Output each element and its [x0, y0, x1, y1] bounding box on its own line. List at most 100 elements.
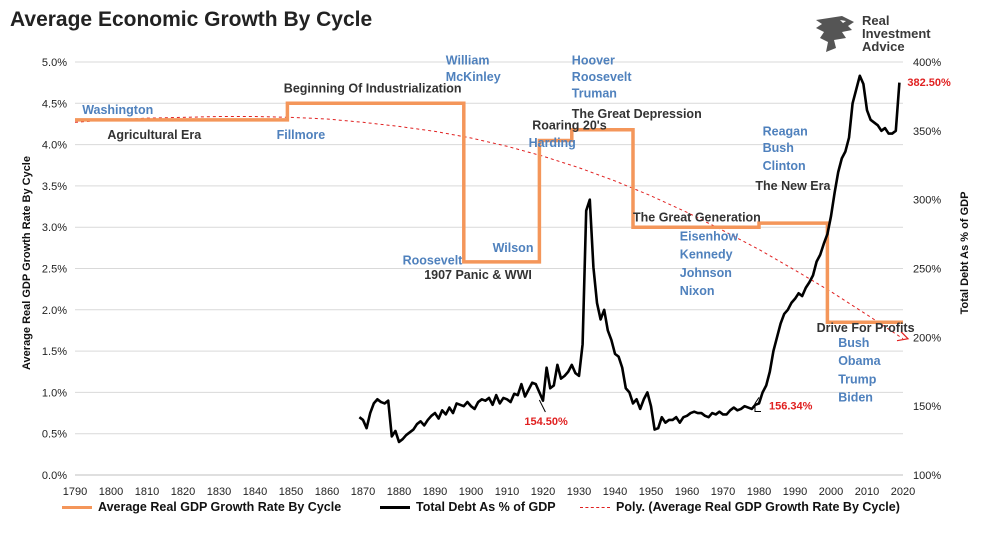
- x-tick-label: 1940: [603, 486, 627, 498]
- real-investment-advice-logo: Real Investment Advice: [812, 12, 952, 56]
- gridlines: [75, 61, 903, 476]
- left-tick-label: 3.5%: [42, 181, 67, 193]
- x-tick-label: 1990: [783, 486, 807, 498]
- right-tick-label: 350%: [913, 126, 941, 138]
- legend-swatch-growth: [62, 505, 92, 509]
- debt-point-label: 382.50%: [907, 77, 951, 89]
- president-label: Hoover: [572, 53, 615, 67]
- right-axis-ticks: 100% 150% 200% 250% 300% 350% 400%: [913, 57, 941, 482]
- annotations: 154.50% 156.34% 382.50% Washington Agricultu…: [82, 53, 951, 427]
- x-tick-label: 1870: [351, 486, 375, 498]
- era-label: 1907 Panic & WWI: [424, 268, 532, 282]
- legend-label: Total Debt As % of GDP: [416, 500, 556, 514]
- president-label: McKinley: [446, 70, 501, 84]
- era-label: Beginning Of Industrialization: [284, 82, 462, 96]
- x-tick-label: 1850: [279, 486, 303, 498]
- president-label: Washington: [82, 103, 153, 117]
- president-label: Roosevelt: [403, 253, 464, 267]
- legend-item-debt: Total Debt As % of GDP: [380, 500, 556, 514]
- president-label: Fillmore: [277, 128, 326, 142]
- president-label: Truman: [572, 87, 617, 101]
- x-tick-label: 1830: [207, 486, 231, 498]
- x-tick-label: 1930: [567, 486, 591, 498]
- era-label: Drive For Profits: [817, 321, 915, 335]
- point-label-leader: [538, 399, 546, 413]
- x-tick-label: 1880: [387, 486, 411, 498]
- trend-arrow-icon: [896, 331, 910, 342]
- left-tick-label: 4.5%: [42, 98, 67, 110]
- president-label: Reagan: [763, 125, 808, 139]
- eagle-logo-icon: [816, 16, 854, 52]
- president-label: Clinton: [763, 159, 806, 173]
- x-tick-label: 2000: [819, 486, 843, 498]
- left-tick-label: 2.5%: [42, 264, 67, 276]
- president-label: Roosevelt: [572, 70, 633, 84]
- point-label-leader: [754, 397, 761, 412]
- president-label: Bush: [838, 336, 869, 350]
- president-label: Obama: [838, 354, 881, 368]
- left-tick-label: 3.0%: [42, 222, 67, 234]
- president-label: Harding: [529, 136, 576, 150]
- x-tick-label: 1890: [423, 486, 447, 498]
- trend-line: [74, 116, 904, 340]
- chart-title: Average Economic Growth By Cycle: [10, 8, 373, 31]
- president-label: Nixon: [680, 284, 715, 298]
- x-tick-label: 1810: [135, 486, 159, 498]
- left-tick-label: 0.0%: [42, 470, 67, 482]
- left-tick-label: 1.0%: [42, 387, 67, 399]
- president-label: Eisenhow: [680, 229, 739, 243]
- legend-swatch-debt: [380, 505, 410, 509]
- era-label: Roaring 20's: [532, 119, 607, 133]
- right-tick-label: 400%: [913, 57, 941, 69]
- president-label: Johnson: [680, 266, 732, 280]
- era-label: The Great Depression: [572, 107, 702, 121]
- era-label: The New Era: [755, 179, 831, 193]
- legend-label: Poly. (Average Real GDP Growth Rate By C…: [616, 500, 900, 514]
- x-tick-label: 2010: [855, 486, 879, 498]
- president-label: Trump: [838, 372, 877, 386]
- left-tick-label: 0.5%: [42, 429, 67, 441]
- era-label: Agricultural Era: [107, 128, 202, 142]
- right-axis-title: Total Debt As % of GDP: [959, 192, 971, 315]
- era-label: The Great Generation: [633, 210, 761, 224]
- x-tick-label: 1980: [747, 486, 771, 498]
- left-tick-label: 4.0%: [42, 140, 67, 152]
- president-label: Wilson: [493, 241, 534, 255]
- legend-swatch-trend: [580, 506, 610, 508]
- president-label: William: [446, 53, 490, 67]
- logo-line: Advice: [862, 39, 905, 54]
- x-tick-label: 1960: [675, 486, 699, 498]
- debt-line: [358, 74, 901, 444]
- x-tick-label: 1900: [459, 486, 483, 498]
- left-axis-ticks: 0.0% 0.5% 1.0% 1.5% 2.0% 2.5% 3.0% 3.5% 4.0% 4.5%…: [42, 57, 67, 482]
- debt-point-label: 156.34%: [769, 400, 813, 412]
- left-tick-label: 1.5%: [42, 346, 67, 358]
- x-tick-label: 1910: [495, 486, 519, 498]
- x-tick-label: 1800: [99, 486, 123, 498]
- legend-item-growth: Average Real GDP Growth Rate By Cycle: [62, 500, 341, 514]
- x-tick-label: 1860: [315, 486, 339, 498]
- right-tick-label: 250%: [913, 264, 941, 276]
- legend: Average Real GDP Growth Rate By Cycle To…: [60, 500, 960, 520]
- left-tick-label: 5.0%: [42, 57, 67, 69]
- left-tick-label: 2.0%: [42, 305, 67, 317]
- x-tick-label: 2020: [891, 486, 915, 498]
- x-tick-label: 1840: [243, 486, 267, 498]
- logo-line: Real: [862, 13, 890, 28]
- x-tick-label: 1820: [171, 486, 195, 498]
- series: [74, 74, 910, 444]
- right-tick-label: 150%: [913, 401, 941, 413]
- president-label: Kennedy: [680, 248, 733, 262]
- logo-line: Investment: [862, 26, 931, 41]
- x-tick-label: 1970: [711, 486, 735, 498]
- chart-plot: 0.0% 0.5% 1.0% 1.5% 2.0% 2.5% 3.0% 3.5% 4.0% 4.5%…: [21, 53, 971, 498]
- left-axis-title: Average Real GDP Growth Rate By Cycle: [21, 156, 33, 370]
- x-axis-ticks: 1790 1800 1810 1820 1830 1840 1850 1860 1870 1880…: [63, 474, 915, 498]
- x-tick-label: 1920: [531, 486, 555, 498]
- right-tick-label: 100%: [913, 470, 941, 482]
- president-label: Biden: [838, 390, 873, 404]
- growth-step-line: [75, 101, 903, 324]
- right-tick-label: 200%: [913, 332, 941, 344]
- legend-item-trend: Poly. (Average Real GDP Growth Rate By C…: [580, 500, 900, 514]
- right-tick-label: 300%: [913, 195, 941, 207]
